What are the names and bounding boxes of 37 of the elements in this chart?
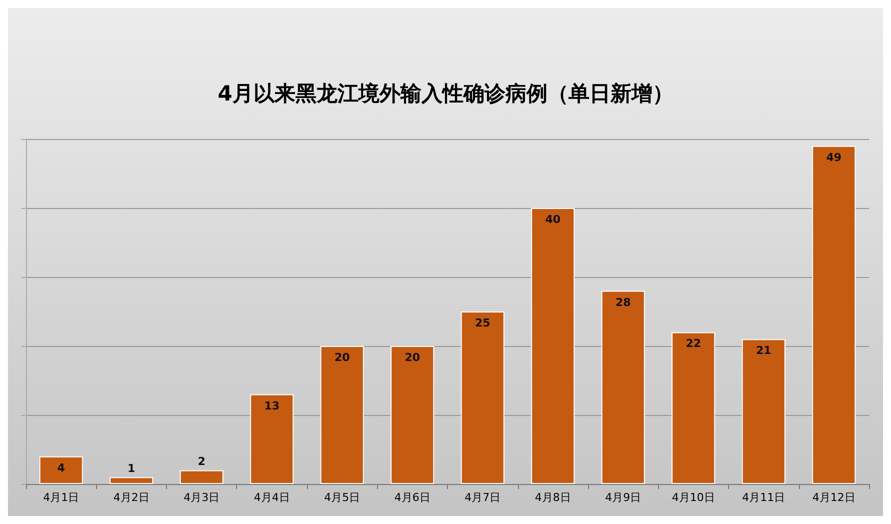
bar <box>460 312 504 484</box>
data-label: 22 <box>686 337 702 350</box>
bar <box>110 477 154 484</box>
data-label: 28 <box>615 296 631 309</box>
x-tick-label: 4月10日 <box>672 491 715 504</box>
bar <box>390 346 434 484</box>
bar <box>180 470 224 484</box>
x-tick-label: 4月12日 <box>812 491 856 504</box>
bar <box>601 290 645 484</box>
data-label: 20 <box>334 351 350 364</box>
x-tick-label: 4月2日 <box>113 491 150 504</box>
data-label: 25 <box>474 316 490 330</box>
data-label: 20 <box>404 351 420 364</box>
data-label: 4 <box>57 461 66 474</box>
x-tick-label: 4月6日 <box>394 491 430 504</box>
x-tick-label: 4月4日 <box>254 491 290 504</box>
data-label: 1 <box>128 462 136 476</box>
bar <box>39 456 83 484</box>
data-label: 13 <box>264 399 280 412</box>
x-tick-label: 4月7日 <box>464 491 501 504</box>
chart-title: 4月以来黑龙江境外输入性确诊病例（单日新增） <box>218 82 674 106</box>
data-label: 21 <box>756 344 772 358</box>
x-tick-label: 4月8日 <box>534 491 571 504</box>
data-label: 40 <box>545 213 561 226</box>
bar <box>672 332 716 484</box>
x-tick-label: 4月11日 <box>742 491 786 504</box>
x-tick-label: 4月3日 <box>184 491 220 504</box>
data-label: 49 <box>826 150 842 164</box>
bar <box>250 394 294 484</box>
bar <box>320 346 364 484</box>
bar <box>812 146 856 484</box>
x-tick-label: 4月9日 <box>605 491 642 504</box>
x-tick-label: 4月5日 <box>324 491 360 504</box>
x-tick-label: 4月1日 <box>43 491 80 504</box>
bar <box>742 339 786 484</box>
bar <box>531 208 575 484</box>
data-label: 2 <box>198 455 206 468</box>
